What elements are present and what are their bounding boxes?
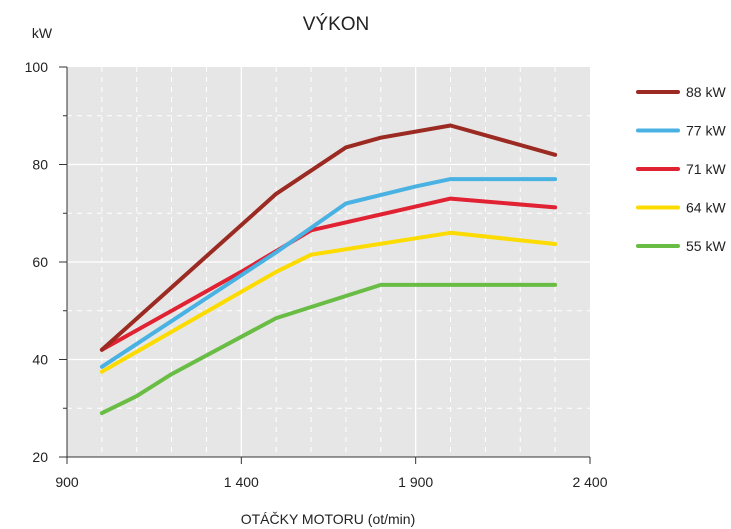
legend-label: 77 kW xyxy=(686,123,726,139)
x-tick-label: 1 400 xyxy=(224,474,259,490)
chart-title: VÝKON xyxy=(303,14,370,35)
y-tick-label: 20 xyxy=(32,449,48,465)
x-tick-label: 1 900 xyxy=(398,474,433,490)
y-tick-label: 100 xyxy=(25,59,49,75)
x-tick-label: 2 400 xyxy=(572,474,607,490)
series-line xyxy=(99,230,558,374)
legend-label: 71 kW xyxy=(686,161,726,177)
legend-label: 64 kW xyxy=(686,200,726,216)
series-line xyxy=(99,123,558,352)
legend-label: 88 kW xyxy=(686,84,726,100)
x-axis-label: OTÁČKY MOTORU (ot/min) xyxy=(241,511,416,527)
series-line xyxy=(99,177,558,369)
y-tick-label: 60 xyxy=(32,254,48,270)
series-lines xyxy=(99,123,558,416)
axes: 20 40 60 80 100 900 1 400 1 900 2 400 xyxy=(25,59,608,490)
y-axis-unit: kW xyxy=(32,25,53,41)
x-tick-label: 900 xyxy=(55,474,79,490)
y-tick-label: 40 xyxy=(32,352,48,368)
series-line xyxy=(99,282,558,416)
legend-label: 55 kW xyxy=(686,238,726,254)
legend: 88 kW 77 kW 71 kW 64 kW 55 kW xyxy=(636,84,726,254)
y-tick-label: 80 xyxy=(32,157,48,173)
